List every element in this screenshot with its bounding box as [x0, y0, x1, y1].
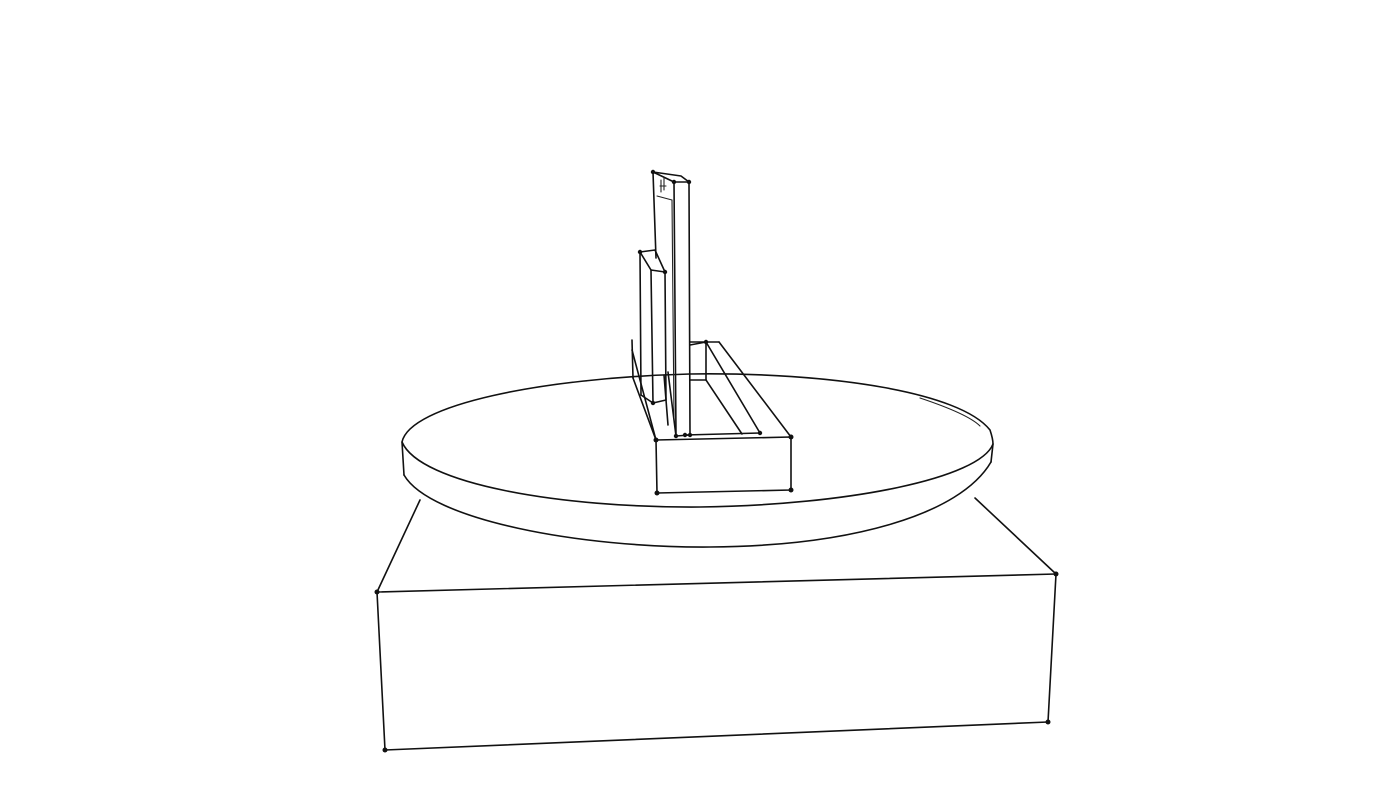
disc-edge-accent [919, 397, 981, 427]
vertex-dot [650, 169, 656, 175]
tall-panel-foot [667, 371, 677, 437]
vertex-dot [653, 437, 659, 443]
vertex-dot [686, 179, 692, 185]
vertex-dot [671, 179, 677, 185]
vertex-dot [687, 432, 693, 438]
short-panel-top-back [639, 249, 666, 273]
vertex-dot [374, 589, 380, 595]
short-panel-front [650, 269, 667, 404]
tall-panel [650, 169, 693, 439]
disc-top-ellipse [401, 373, 994, 508]
tray-left-riser [631, 339, 634, 379]
base-front-top-edge [376, 573, 1057, 593]
latch-icon [659, 177, 667, 193]
tall-panel-top-back [652, 171, 690, 183]
tray-left-back-edge [632, 377, 657, 441]
vertex-dot [703, 339, 709, 345]
vertex-dot [788, 487, 794, 493]
disc-left-side [401, 441, 405, 476]
tray-right-back-edge [718, 341, 792, 438]
tall-panel-top-edge [652, 171, 675, 183]
short-panel-back-edge [639, 251, 642, 396]
tall-panel-inner-line [656, 195, 673, 201]
tall-panel-front [673, 181, 691, 437]
rail-top [689, 341, 707, 346]
short-panel-base [640, 394, 654, 404]
vertex-dot [1053, 571, 1059, 577]
vertex-dot [382, 747, 388, 753]
vertex-dot [637, 249, 643, 255]
rail-bottom [684, 432, 761, 436]
vertex-dot [662, 269, 668, 275]
disc-bottom-rim [403, 461, 992, 548]
disc-right-side [990, 443, 994, 463]
tray-box [631, 339, 794, 496]
tall-panel-inner-vertical [671, 199, 675, 421]
tray-left-inner [631, 349, 657, 441]
base-block [374, 497, 1059, 753]
base-left-back-edge [376, 499, 421, 593]
rail-bar-right [705, 341, 761, 434]
base-right-back-edge [974, 497, 1057, 575]
turntable-disc [401, 373, 994, 548]
base-bottom-edge [384, 721, 1049, 751]
vertex-dot [673, 433, 679, 439]
base-right-edge [1047, 573, 1057, 723]
rail-bar-middle [705, 379, 743, 435]
short-panel-top-edge [639, 251, 652, 271]
vertex-dot [788, 434, 794, 440]
tray-front-face [655, 436, 792, 494]
vertex-dot [1045, 719, 1051, 725]
vertex-dot [654, 490, 660, 496]
short-panel [637, 249, 668, 406]
tall-panel-back-edge [652, 171, 657, 259]
vertex-dot [757, 430, 763, 436]
base-left-edge [376, 591, 386, 751]
vertex-dot [650, 400, 656, 406]
rail-bars [682, 339, 763, 438]
